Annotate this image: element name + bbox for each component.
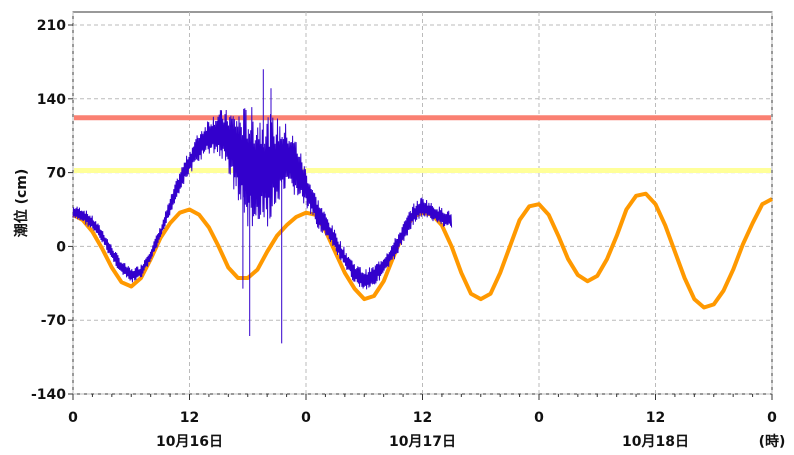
date-label: 10月17日 [389, 434, 456, 450]
reference-lines [74, 115, 771, 173]
x-tick-label: 0 [767, 410, 777, 426]
date-label: 10月18日 [622, 434, 689, 450]
y-tick-labels: -140 -70 0 70 140 210 [31, 18, 73, 403]
y-axis-label: 潮位 (cm) [13, 169, 30, 238]
date-labels: 10月16日 10月17日 10月18日 [156, 434, 689, 450]
x-axis-unit: (時) [759, 433, 786, 450]
y-tick-label: 210 [37, 18, 66, 34]
series-group [72, 69, 773, 344]
x-tick-label: 12 [646, 410, 665, 426]
x-tick-label: 0 [534, 410, 544, 426]
series-observed-line [72, 69, 453, 344]
x-tick-label: 0 [68, 410, 78, 426]
x-tick-labels: 0 12 0 12 0 12 0 [68, 410, 777, 426]
y-tick-label: 70 [47, 166, 67, 182]
x-tick-label: 12 [180, 410, 199, 426]
y-tick-label: 0 [56, 239, 66, 255]
y-tick-label: 140 [37, 92, 66, 108]
x-tick-label: 12 [413, 410, 432, 426]
date-label: 10月16日 [156, 434, 223, 450]
y-tick-label: -140 [31, 387, 66, 403]
y-tick-label: -70 [41, 313, 67, 329]
x-tick-label: 0 [301, 410, 311, 426]
